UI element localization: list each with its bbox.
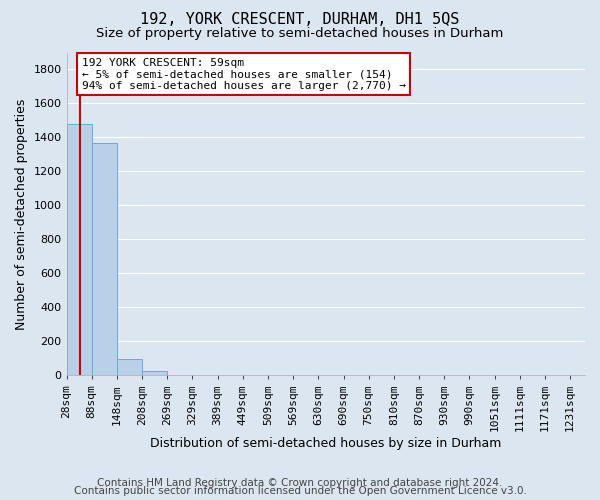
- Bar: [92, 142, 117, 375]
- Bar: [117, 359, 142, 375]
- Text: 192, YORK CRESCENT, DURHAM, DH1 5QS: 192, YORK CRESCENT, DURHAM, DH1 5QS: [140, 12, 460, 28]
- Y-axis label: Number of semi-detached properties: Number of semi-detached properties: [15, 98, 28, 330]
- Bar: [142, 371, 167, 375]
- Text: Size of property relative to semi-detached houses in Durham: Size of property relative to semi-detach…: [97, 28, 503, 40]
- Text: Contains HM Land Registry data © Crown copyright and database right 2024.: Contains HM Land Registry data © Crown c…: [97, 478, 503, 488]
- Bar: [67, 124, 92, 375]
- Text: Contains public sector information licensed under the Open Government Licence v3: Contains public sector information licen…: [74, 486, 526, 496]
- Text: 192 YORK CRESCENT: 59sqm
← 5% of semi-detached houses are smaller (154)
94% of s: 192 YORK CRESCENT: 59sqm ← 5% of semi-de…: [82, 58, 406, 91]
- X-axis label: Distribution of semi-detached houses by size in Durham: Distribution of semi-detached houses by …: [150, 437, 502, 450]
